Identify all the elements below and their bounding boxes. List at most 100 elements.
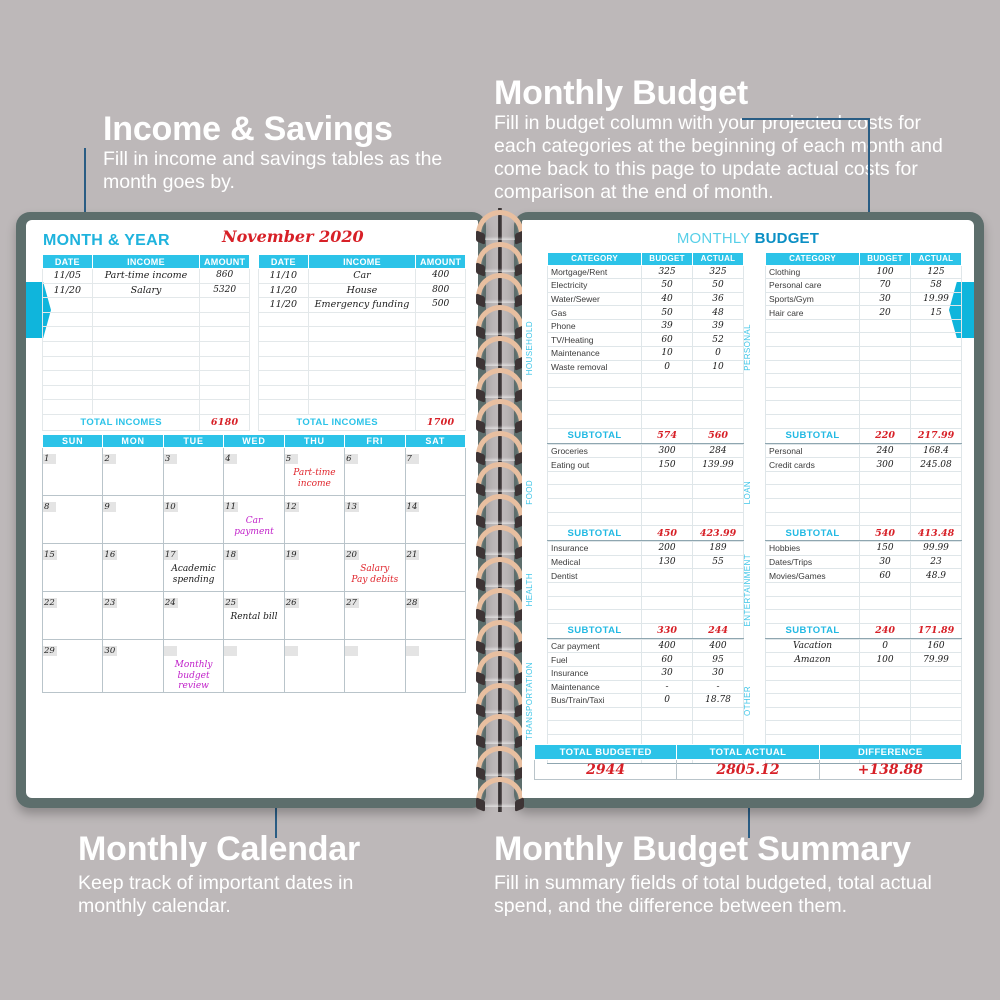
budget-cell-budget[interactable]: [641, 581, 694, 597]
budget-cell-budget[interactable]: [859, 720, 912, 735]
budget-cell-category[interactable]: [764, 470, 861, 486]
budget-cell-actual[interactable]: [910, 332, 962, 348]
budget-cell-budget[interactable]: [859, 693, 912, 708]
budget-row[interactable]: Dentist: [546, 568, 744, 583]
budget-subtotal-budget[interactable]: 574: [641, 427, 694, 444]
budget-cell-actual[interactable]: 52: [692, 332, 744, 348]
budget-cell-budget[interactable]: 300: [859, 457, 912, 472]
calendar-day-cell[interactable]: 16: [102, 543, 164, 592]
budget-cell-actual[interactable]: [910, 511, 962, 527]
income-cell-amt[interactable]: 5320: [199, 282, 250, 299]
income-cell-amt[interactable]: 860: [199, 268, 250, 284]
budget-cell-category[interactable]: [764, 373, 861, 388]
budget-row[interactable]: [546, 373, 744, 388]
income-cell-income[interactable]: [91, 399, 201, 415]
budget-row[interactable]: [764, 400, 962, 416]
calendar-day-cell[interactable]: 14: [404, 495, 467, 544]
budget-cell-budget[interactable]: [641, 720, 694, 735]
income-cell-income[interactable]: [91, 370, 201, 386]
budget-cell-category[interactable]: TV/Heating: [546, 332, 643, 348]
budget-cell-budget[interactable]: 50: [641, 305, 694, 320]
budget-row[interactable]: [764, 386, 962, 402]
income-cell-date[interactable]: [42, 355, 93, 372]
calendar-day-cell[interactable]: 21: [404, 543, 467, 592]
calendar-day-cell[interactable]: 22: [41, 591, 104, 640]
income-cell-income[interactable]: Part-time income: [91, 268, 201, 284]
calendar-day-cell[interactable]: 4: [223, 447, 285, 496]
budget-row[interactable]: Eating out 150 139.99: [546, 457, 744, 472]
calendar-day-cell[interactable]: 15: [41, 543, 104, 592]
calendar-day-note[interactable]: Academic spending: [171, 564, 216, 585]
budget-cell-budget[interactable]: 30: [641, 665, 694, 681]
calendar-day-cell[interactable]: 23: [102, 591, 164, 640]
budget-cell-budget[interactable]: 240: [859, 443, 912, 459]
income-cell-income[interactable]: Car: [307, 268, 417, 284]
budget-cell-actual[interactable]: [910, 706, 962, 722]
income-cell-income[interactable]: [91, 311, 201, 328]
budget-row[interactable]: [764, 595, 962, 611]
budget-row[interactable]: Dates/Trips 30 23: [764, 554, 962, 570]
income-row[interactable]: [42, 311, 250, 328]
income-cell-date[interactable]: [258, 355, 309, 372]
income-row[interactable]: 11/20 Salary 5320: [42, 282, 250, 299]
budget-row[interactable]: Fuel 60 95: [546, 652, 744, 667]
budget-cell-budget[interactable]: [859, 511, 912, 527]
budget-cell-budget[interactable]: 0: [641, 359, 694, 375]
calendar-day-cell[interactable]: 9: [102, 495, 164, 544]
budget-cell-budget[interactable]: 60: [641, 652, 694, 667]
budget-subtotal-actual[interactable]: 560: [692, 427, 744, 444]
budget-cell-category[interactable]: [764, 359, 861, 375]
budget-cell-category[interactable]: [764, 595, 861, 611]
budget-cell-actual[interactable]: 30: [692, 665, 744, 681]
budget-cell-actual[interactable]: 245.08: [910, 457, 962, 472]
budget-row[interactable]: [764, 609, 962, 624]
budget-cell-actual[interactable]: 48: [692, 305, 744, 320]
budget-cell-category[interactable]: [764, 665, 861, 681]
budget-row[interactable]: Insurance 30 30: [546, 665, 744, 681]
income-cell-amt[interactable]: [415, 355, 466, 372]
budget-row[interactable]: [764, 332, 962, 348]
budget-row[interactable]: Mortgage/Rent 325 325: [546, 264, 744, 280]
budget-cell-category[interactable]: Personal care: [764, 278, 861, 293]
budget-row[interactable]: [764, 414, 962, 429]
calendar-day-cell[interactable]: 17 Academic spending: [162, 543, 225, 592]
budget-cell-actual[interactable]: [910, 346, 962, 361]
budget-row[interactable]: [764, 498, 962, 513]
budget-row[interactable]: Medical 130 55: [546, 554, 744, 570]
budget-subtotal-budget[interactable]: 240: [859, 622, 912, 639]
budget-cell-category[interactable]: [764, 511, 861, 527]
calendar-day-cell[interactable]: 5 Part-time income: [283, 447, 346, 496]
budget-cell-budget[interactable]: [641, 568, 694, 583]
income-cell-date[interactable]: 11/20: [42, 282, 93, 299]
budget-cell-actual[interactable]: [692, 498, 744, 513]
budget-cell-category[interactable]: [546, 400, 643, 416]
budget-cell-actual[interactable]: 15: [910, 305, 962, 320]
budget-cell-actual[interactable]: 10: [692, 359, 744, 375]
budget-cell-budget[interactable]: 30: [859, 291, 912, 307]
budget-cell-budget[interactable]: [641, 470, 694, 486]
budget-cell-category[interactable]: [764, 581, 861, 597]
budget-row[interactable]: [764, 706, 962, 722]
budget-cell-actual[interactable]: 125: [910, 264, 962, 280]
income-cell-income[interactable]: Salary: [91, 282, 201, 299]
calendar-day-cell[interactable]: 13: [344, 495, 406, 544]
calendar-day-cell[interactable]: 18: [223, 543, 285, 592]
budget-row[interactable]: [764, 373, 962, 388]
income-row[interactable]: [258, 340, 466, 357]
budget-cell-budget[interactable]: [859, 484, 912, 499]
budget-cell-category[interactable]: [546, 706, 643, 722]
income-cell-date[interactable]: [258, 384, 309, 401]
budget-cell-budget[interactable]: [641, 511, 694, 527]
calendar-day-cell[interactable]: Monthly budget review: [162, 639, 225, 693]
income-row[interactable]: [42, 399, 250, 415]
budget-cell-category[interactable]: [546, 373, 643, 388]
budget-cell-category[interactable]: Waste removal: [546, 359, 643, 375]
budget-cell-category[interactable]: [546, 414, 643, 429]
income-row[interactable]: [42, 297, 250, 313]
budget-cell-budget[interactable]: 39: [641, 318, 694, 334]
budget-cell-category[interactable]: [764, 679, 861, 695]
budget-cell-category[interactable]: [546, 498, 643, 513]
budget-row[interactable]: [764, 679, 962, 695]
budget-cell-budget[interactable]: [859, 318, 912, 334]
budget-cell-actual[interactable]: [910, 720, 962, 735]
